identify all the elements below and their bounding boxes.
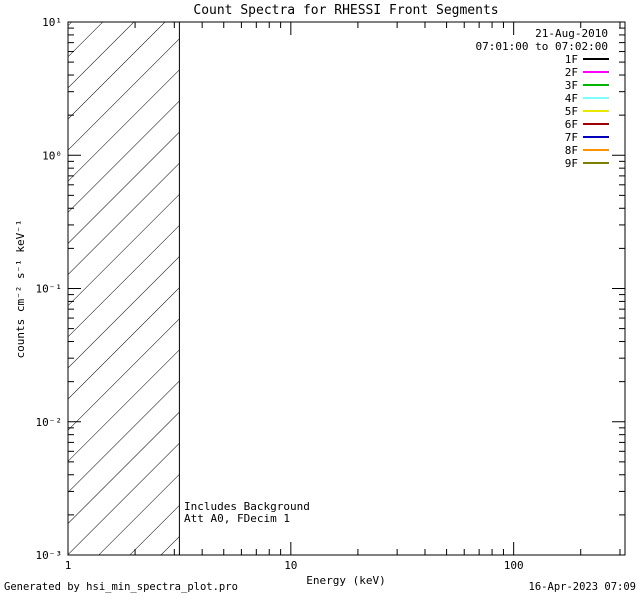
hatched-region [68, 22, 180, 555]
y-tick-label: 10⁻² [36, 416, 63, 429]
x-tick-label: 10 [284, 559, 297, 572]
y-tick-label: 10¹ [42, 16, 62, 29]
legend-entry-label: 2F [565, 66, 578, 79]
y-axis-label: counts cm⁻² s⁻¹ keV⁻¹ [14, 219, 27, 358]
legend-entry-label: 6F [565, 118, 578, 131]
chart-title: Count Spectra for RHESSI Front Segments [193, 3, 498, 18]
x-tick-label: 100 [504, 559, 524, 572]
annotation-attenuator-state: Att A0, FDecim 1 [184, 512, 290, 525]
y-axis-tick-labels: 10¹ 10⁰ 10⁻¹ 10⁻² 10⁻³ [36, 16, 63, 562]
footer-plot-timestamp: 16-Apr-2023 07:09 [529, 581, 636, 593]
legend-entry-label: 8F [565, 144, 578, 157]
legend-entry-label: 3F [565, 79, 578, 92]
legend-entry-label: 4F [565, 92, 578, 105]
legend-entry-label: 7F [565, 131, 578, 144]
footer-generated-by: Generated by hsi_min_spectra_plot.pro [4, 581, 238, 593]
x-tick-label: 1 [65, 559, 72, 572]
x-axis-tick-labels: 1 10 100 [65, 559, 524, 572]
y-tick-label: 10⁻³ [36, 549, 63, 562]
x-axis-label: Energy (keV) [306, 574, 385, 587]
axis-ticks [67, 21, 625, 556]
legend-entry-label: 1F [565, 53, 578, 66]
legend-time-range: 07:01:00 to 07:02:00 [476, 40, 608, 53]
annotation-includes-background: Includes Background [184, 500, 310, 513]
legend-entry-label: 5F [565, 105, 578, 118]
legend-entry-label: 9F [565, 157, 578, 170]
legend-date: 21-Aug-2010 [535, 27, 608, 40]
y-tick-label: 10⁰ [42, 149, 62, 162]
y-tick-label: 10⁻¹ [36, 283, 63, 296]
